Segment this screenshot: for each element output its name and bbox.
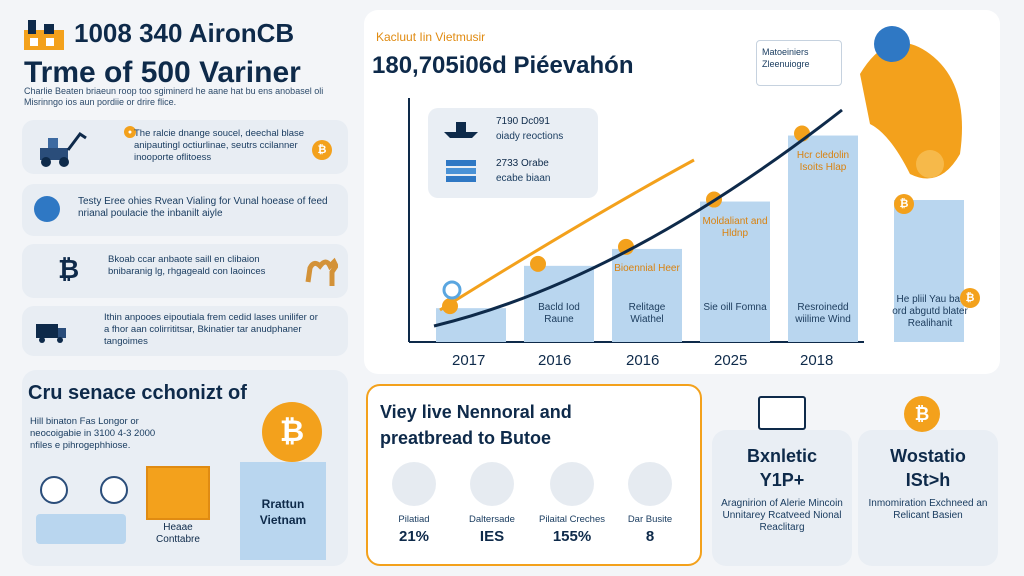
year-label: 2025	[714, 352, 748, 369]
info-row-2-text: Testy Eree ohies Rvean Vialing for Vunal…	[78, 196, 328, 219]
info-card-right-title-2: ISt>h	[905, 470, 951, 490]
chart-bar	[700, 201, 770, 342]
info-card-left-text: Aragnirion of Alerie Mincoin Unnitarey R…	[721, 498, 843, 533]
year-label: 2018	[800, 352, 834, 369]
chart-svg	[408, 98, 964, 343]
header-title-line2: Trme of 500 Variner	[24, 56, 301, 89]
trend-line-orange	[439, 158, 695, 312]
laptop-icon	[758, 396, 806, 430]
info-row-3: ₿ Bkoab ccar anbaote saill en clibaion b…	[22, 244, 348, 298]
money-stack-icon	[36, 514, 126, 544]
info-card-left-title-1: Bxnletic	[746, 446, 818, 466]
chart-bar	[612, 248, 682, 342]
year-label: 2016	[538, 352, 572, 369]
callout-bubble	[756, 40, 842, 86]
vietnam-box	[240, 462, 326, 560]
legend-value-2: 2733 Orabe	[496, 158, 549, 169]
machine-icon	[34, 128, 90, 173]
info-row-1-text: The ralcie dnange soucel, deechal blase …	[134, 128, 305, 163]
bar-bottom-label: Relitage Wiathel	[628, 302, 666, 325]
gift-icon	[628, 462, 672, 506]
bitcoin-coin-icon: ₿	[312, 140, 332, 160]
truck-icon	[34, 320, 68, 349]
callout-text: Matoeiniers Zleenuiogre	[762, 47, 810, 69]
info-row-4: Ithin anpooes eipoutiala frem cedid lase…	[22, 306, 348, 356]
info-card-right-title-1: Wostatio	[890, 446, 966, 466]
header-intro: Charlie Beaten briaeun roop too sgiminer…	[24, 86, 324, 107]
stat-value: 21%	[398, 528, 430, 545]
legend-label-2: ecabe biaan	[496, 173, 551, 184]
bitcoin-coin-icon: ₿	[262, 402, 322, 462]
chart-bar	[524, 265, 594, 342]
info-card-right	[858, 430, 998, 566]
legend-value-1: 7190 Dc091	[496, 116, 550, 127]
info-card-right-text: Inmomiration Exchneed an Relicant Basien	[868, 498, 988, 521]
globe-icon	[34, 196, 60, 222]
factory-icon	[22, 18, 66, 52]
bar-top-label: Moldaliant and Hldnp	[702, 215, 768, 239]
stat-label: Dar Busite	[627, 514, 673, 525]
bitcoin-symbol-icon: ₿	[58, 254, 80, 284]
profile-icon	[100, 476, 128, 504]
trend-start-marker	[442, 280, 462, 300]
info-row-1: ● The ralcie dnange soucel, deechal blas…	[22, 120, 348, 174]
chart-headline: 180,705i06d Piéevahón	[372, 52, 634, 79]
bar-coin-marker	[530, 255, 546, 272]
chat-icon	[392, 462, 436, 506]
camel-icon	[304, 252, 339, 295]
stat-value: IES	[479, 528, 505, 545]
profile-icon	[40, 476, 68, 504]
bar-bottom-label: Sie oill Fomna	[703, 302, 767, 313]
info-row-2: Testy Eree ohies Rvean Vialing for Vunal…	[22, 184, 348, 236]
chart-bar	[788, 135, 858, 342]
side-bar-label: He pliil Yau bar ord abgutd blater Reali…	[892, 294, 968, 329]
bar-top-label: Hcr cledolin Isoits Hlap	[796, 149, 850, 173]
box-bottom-label: Heaae Conttabre	[156, 522, 200, 545]
info-row-4-text: Ithin anpooes eipoutiala frem cedid lase…	[104, 312, 318, 347]
vietnam-box-label: Rrattun Vietnam	[259, 497, 307, 527]
bar-top-label: Bioennial Heer	[614, 262, 680, 274]
info-row-3-text: Bkoab ccar anbaote saill en clibaion bni…	[108, 254, 266, 277]
bitcoin-coin-icon: ₿	[904, 396, 940, 432]
info-card-left	[712, 430, 852, 566]
left-header: 1008 340 AironCB Trme of 500 Variner	[20, 12, 360, 112]
bottom-left-text: Hill binaton Fas Longor or neocoigabie i…	[30, 416, 156, 451]
side-bar-coin: ₿	[894, 194, 914, 214]
mascot-illustration	[860, 26, 962, 179]
stack-icon	[444, 158, 480, 189]
ship-icon	[442, 118, 482, 145]
bottom-mid-title-1: Viey live Nennoral and	[380, 402, 572, 422]
bank-icon	[470, 462, 514, 506]
stat-value: 8	[645, 528, 655, 545]
swap-icon	[550, 462, 594, 506]
building-icon	[146, 466, 210, 520]
side-coin-2: ₿	[960, 288, 980, 308]
bar-bottom-label: Bacld Iod Raune	[538, 302, 580, 325]
year-label: 2017	[452, 352, 486, 369]
legend-label-1: oiady reoctions	[496, 131, 564, 142]
bottom-left-title: Cru senace cchonizt of	[28, 382, 247, 404]
stat-label: Daltersade	[469, 514, 515, 525]
stat-label: Pilatiad	[398, 514, 430, 525]
stat-value: 155%	[552, 528, 592, 545]
side-bar	[894, 200, 964, 342]
row-coin-icon: ●	[124, 126, 136, 138]
trend-line-navy	[433, 108, 843, 328]
info-card-left-title-2: Y1P+	[759, 470, 805, 490]
chart-kicker: Kacluut Iin Vietmusir	[376, 30, 486, 44]
bar-bottom-label: Resroinedd wiilime Wind	[795, 302, 851, 325]
year-label: 2016	[626, 352, 660, 369]
stat-label: Pilaital Creches	[539, 514, 605, 525]
bottom-mid-title-2: preatbread to Butoe	[380, 428, 552, 448]
header-title-line1: 1008 340 AironCB	[74, 18, 295, 48]
